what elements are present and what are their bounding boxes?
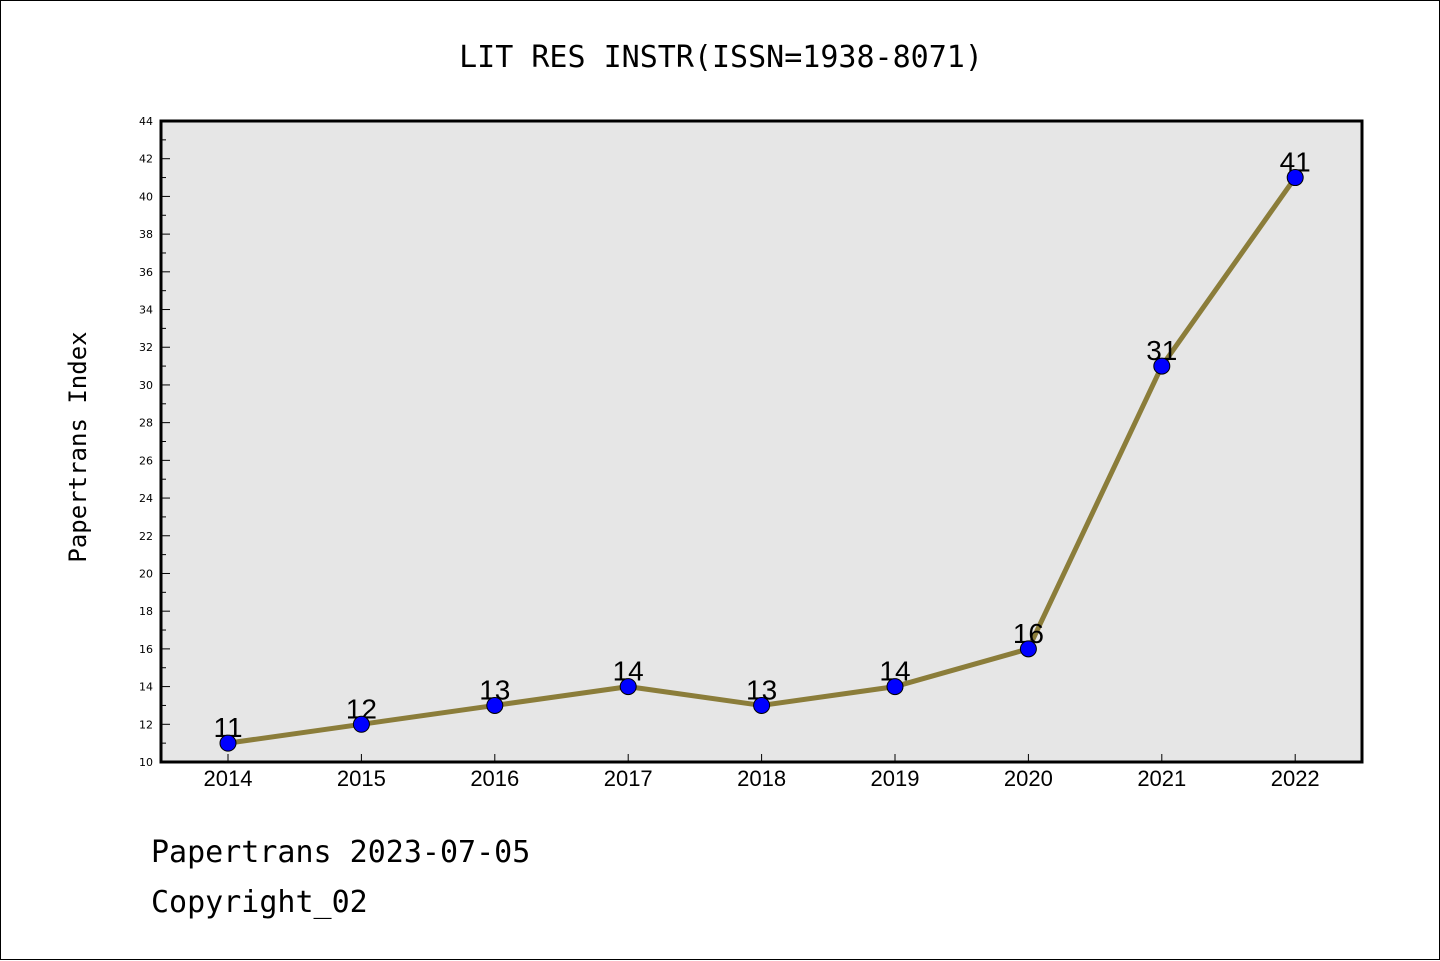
y-axis-label: Papertrans Index bbox=[64, 331, 92, 562]
footer-date: Papertrans 2023-07-05 bbox=[151, 835, 531, 870]
data-point bbox=[1019, 640, 1037, 658]
y-tick-label: 38 bbox=[139, 228, 153, 241]
x-tick-label: 2017 bbox=[604, 766, 653, 791]
x-tick-label: 2021 bbox=[1137, 766, 1186, 791]
x-tick-label: 2020 bbox=[1004, 766, 1053, 791]
data-point bbox=[753, 696, 771, 714]
plot-area bbox=[161, 121, 1362, 762]
y-tick-label: 44 bbox=[139, 115, 153, 128]
y-tick-label: 26 bbox=[139, 454, 153, 467]
y-tick-label: 22 bbox=[139, 530, 153, 543]
x-tick-label: 2015 bbox=[337, 766, 386, 791]
plot-border bbox=[159, 119, 1364, 764]
data-point bbox=[1153, 357, 1171, 375]
y-tick-label: 16 bbox=[139, 643, 153, 656]
x-axis: 2014 2015 2016 2017 2018 2019 2020 2021 2022 bbox=[204, 754, 1320, 791]
y-tick-label: 14 bbox=[139, 681, 153, 694]
y-tick-label: 20 bbox=[139, 567, 153, 580]
y-tick-label: 28 bbox=[139, 417, 153, 430]
y-tick-label: 34 bbox=[139, 304, 153, 317]
x-tick-label: 2019 bbox=[871, 766, 920, 791]
y-tick-label: 24 bbox=[139, 492, 153, 505]
x-tick-label: 2022 bbox=[1271, 766, 1320, 791]
y-tick-label: 12 bbox=[139, 718, 153, 731]
x-tick-label: 2018 bbox=[737, 766, 786, 791]
data-point bbox=[352, 715, 370, 733]
y-tick-label: 40 bbox=[139, 190, 153, 203]
x-tick-label: 2014 bbox=[204, 766, 253, 791]
y-tick-label: 18 bbox=[139, 605, 153, 618]
y-tick-label: 42 bbox=[139, 153, 153, 166]
footer-copyright: Copyright_02 bbox=[151, 885, 368, 920]
data-point bbox=[886, 678, 904, 696]
data-point bbox=[486, 696, 504, 714]
chart-title: LIT RES INSTR(ISSN=1938-8071) bbox=[459, 40, 983, 75]
data-point bbox=[619, 678, 637, 696]
y-tick-label: 10 bbox=[139, 756, 153, 769]
data-point bbox=[1286, 169, 1304, 187]
data-point bbox=[219, 734, 237, 752]
y-tick-label: 30 bbox=[139, 379, 153, 392]
y-tick-label: 32 bbox=[139, 341, 153, 354]
y-tick-label: 36 bbox=[139, 266, 153, 279]
x-tick-label: 2016 bbox=[470, 766, 519, 791]
y-axis: 10 12 14 16 18 20 22 24 26 28 30 32 34 36 38 40 42 44 bbox=[139, 115, 170, 769]
